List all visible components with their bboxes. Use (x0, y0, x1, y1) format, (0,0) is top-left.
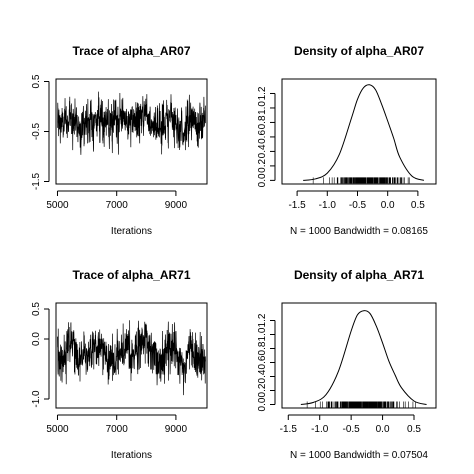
panel-title: Trace of alpha_AR07 (72, 44, 190, 58)
panel-title: Density of alpha_AR71 (294, 268, 424, 282)
x-tick-label: 0.5 (411, 200, 425, 211)
x-tick-label: 5000 (46, 424, 69, 435)
x-axis-label: Iterations (111, 450, 152, 461)
panel-2: Density of alpha_AR07 -1.5 -1.0 -0.5 0.0 0.5 N… (257, 44, 437, 237)
panel-3: Trace of alpha_AR71 5000 7000 9000 Iteration… (31, 268, 208, 461)
y-tick-label: 0.6 (257, 130, 268, 144)
x-tick-label: -1.5 (288, 200, 306, 211)
x-tick-label: 0.5 (407, 424, 421, 435)
y-tick-label: 0.4 (257, 369, 268, 383)
trace-line (57, 91, 206, 155)
trace-line (57, 320, 206, 396)
y-tick-label: -1.0 (31, 390, 42, 408)
panel-1: Trace of alpha_AR07 5000 7000 9000 Iteration… (31, 44, 208, 237)
x-axis-label: N = 1000 Bandwidth = 0.07504 (290, 450, 428, 461)
plot-frame (281, 302, 437, 409)
rug-marks (312, 177, 410, 184)
y-tick-label: 1.0 (257, 101, 268, 115)
plot-frame (55, 302, 208, 409)
x-tick-label: 0.0 (381, 200, 395, 211)
density-curve (300, 310, 427, 405)
rug-marks (306, 401, 416, 408)
panel-4: Density of alpha_AR71 -1.5 -1.0 -0.5 0.0 0.5 N… (257, 268, 437, 461)
x-tick-label: 0.0 (376, 424, 390, 435)
y-tick-label: -0.5 (31, 122, 42, 140)
y-tick-label: 1.2 (257, 313, 268, 327)
y-tick-label: 0.6 (257, 355, 268, 369)
y-tick-label: 0.0 (31, 332, 42, 346)
x-tick-label: -1.5 (280, 424, 298, 435)
x-tick-label: -0.5 (343, 424, 361, 435)
y-tick-label: 0.4 (257, 144, 268, 158)
x-tick-label: 9000 (165, 200, 188, 211)
x-tick-label: 9000 (165, 424, 188, 435)
plot-frame (281, 78, 437, 185)
y-tick-label: 0.5 (31, 302, 42, 316)
x-tick-label: -1.0 (311, 424, 329, 435)
y-tick-label: 1.0 (257, 327, 268, 341)
y-tick-label: 0.0 (257, 173, 268, 187)
x-axis-label: N = 1000 Bandwidth = 0.08165 (290, 226, 428, 237)
density-curve (303, 84, 425, 181)
y-tick-label: 1.2 (257, 86, 268, 100)
x-tick-label: 7000 (106, 424, 129, 435)
plot-frame (55, 78, 208, 185)
y-tick-label: 0.8 (257, 341, 268, 355)
y-tick-label: 0.5 (31, 74, 42, 88)
x-axis-label: Iterations (111, 226, 152, 237)
panel-title: Trace of alpha_AR71 (72, 268, 190, 282)
y-tick-label: -1.5 (31, 172, 42, 190)
x-tick-label: 5000 (46, 200, 69, 211)
x-tick-label: 7000 (106, 200, 129, 211)
y-tick-label: 0.2 (257, 159, 268, 173)
y-tick-label: 0.2 (257, 383, 268, 397)
y-tick-label: 0.8 (257, 115, 268, 129)
x-tick-label: -0.5 (349, 200, 367, 211)
x-tick-label: -1.0 (319, 200, 337, 211)
panel-title: Density of alpha_AR07 (294, 44, 424, 58)
y-tick-label: 0.0 (257, 397, 268, 411)
